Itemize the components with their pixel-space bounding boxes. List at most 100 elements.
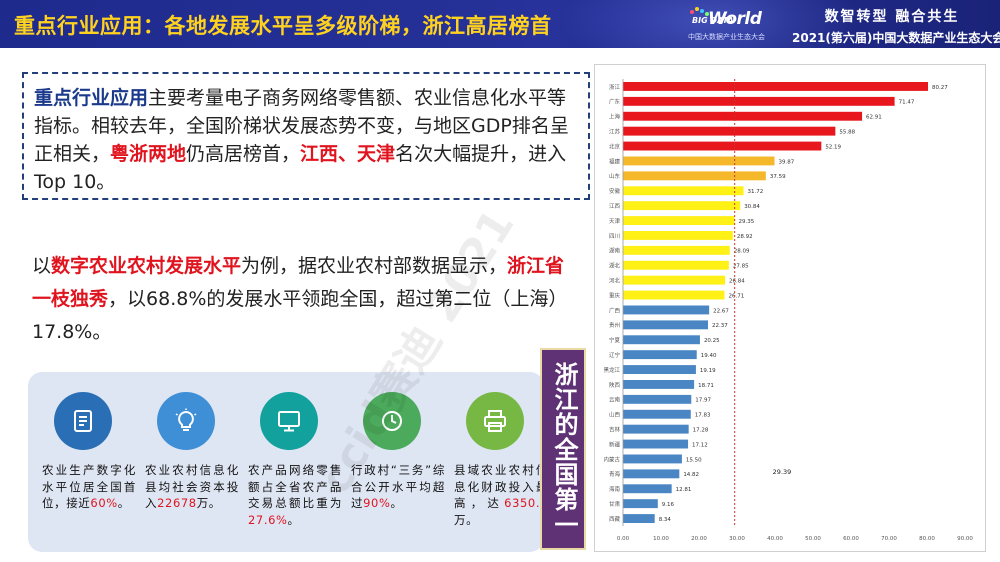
intro-box: 重点行业应用主要考量电子商务网络零售额、农业信息化水平等指标。相较去年，全国阶梯… <box>22 72 590 200</box>
chart-bar <box>623 275 725 285</box>
chart-category-label: 陕西 <box>609 381 621 389</box>
chart-value-label: 15.50 <box>686 457 702 463</box>
chart-category-label: 浙江 <box>609 83 621 91</box>
stat-text: 农业生产数字化水平位居全国首位，接近60%。 <box>42 463 136 510</box>
chart-bar <box>623 126 836 136</box>
chart-category-label: 甘肃 <box>609 500 621 508</box>
stat-value: 90% <box>363 496 391 510</box>
chart-category-label: 福建 <box>609 157 621 165</box>
chart-value-label: 52.19 <box>825 144 841 150</box>
stat-value: 60% <box>90 496 118 510</box>
example-body: 为例，据农业农村部数据显示， <box>241 255 508 277</box>
stat-card-ecommerce: 农产品网络零售额占全省农产品交易总额比重为27.6%。 <box>242 380 341 546</box>
chart-bar <box>623 245 730 255</box>
intro-keyword: 重点行业应用 <box>34 87 149 109</box>
stat-card-investment: 农业农村信息化县均社会资本投入22678万。 <box>139 380 238 546</box>
chart-category-label: 山东 <box>609 172 621 180</box>
stat-card-digitalization: 农业生产数字化水平位居全国首位，接近60%。 <box>36 380 135 546</box>
chart-value-label: 20.25 <box>704 338 720 344</box>
chart-bar <box>623 469 680 479</box>
chart-value-label: 14.82 <box>683 472 699 478</box>
chart-value-label: 31.72 <box>748 189 764 195</box>
chart-category-label: 重庆 <box>609 291 621 299</box>
chart-x-tick-label: 50.00 <box>805 536 821 542</box>
chart-category-label: 吉林 <box>609 425 621 433</box>
document-icon <box>54 392 112 450</box>
chart-value-label: 17.83 <box>695 413 711 419</box>
chart-x-tick-label: 40.00 <box>767 536 783 542</box>
stat-value: 27.6% <box>248 512 288 527</box>
chart-category-label: 北京 <box>609 142 621 150</box>
chart-bar <box>623 335 700 345</box>
chart-bar <box>623 260 729 270</box>
chart-category-label: 云南 <box>609 396 621 404</box>
chart-bar <box>623 290 725 300</box>
ranking-bar-chart: 浙江 80.27 广东 71.47 上海 62.91 江苏 55.88 北京 52.19 福建 39.… <box>603 79 973 542</box>
chart-bar <box>623 216 735 225</box>
chart-value-label: 26.71 <box>728 293 744 299</box>
chart-category-label: 海南 <box>609 485 621 493</box>
header-right: 数智转型 融合共生 2021(第六届)中国大数据产业生态大会 <box>792 6 1000 46</box>
slogan: 数智转型 融合共生 <box>824 9 960 25</box>
stat-card-transparency: 行政村“三务”综合公开水平均超过90%。 <box>345 380 444 546</box>
intro-body-3: 名次大幅提升，进入Top 10。 <box>34 143 567 193</box>
chart-value-label: 37.59 <box>770 174 786 180</box>
bigdata-world-logo: BIG DATA World 中国大数据产业生态大会 <box>688 6 784 42</box>
chart-category-label: 江苏 <box>609 127 621 135</box>
page-title: 重点行业应用：各地发展水平呈多级阶梯，浙江高居榜首 <box>14 14 552 38</box>
chart-x-tick-label: 70.00 <box>881 536 897 542</box>
chart-value-label: 19.40 <box>701 353 717 359</box>
chart-value-label: 12.81 <box>676 487 692 493</box>
chart-bar <box>623 514 655 523</box>
chart-bar <box>623 499 658 509</box>
chart-category-label: 江西 <box>609 203 621 210</box>
chart-value-label: 55.88 <box>839 129 855 135</box>
intro-highlight-jx-tj: 江西、天津 <box>300 143 396 165</box>
chart-category-label: 山西 <box>609 411 621 419</box>
chart-x-tick-label: 10.00 <box>653 536 669 542</box>
chart-category-label: 四川 <box>609 233 620 240</box>
chart-category-label: 西藏 <box>609 515 621 523</box>
chart-x-tick-label: 80.00 <box>919 536 935 542</box>
example-highlight: 浙江省一枝独秀 <box>32 255 565 310</box>
chart-value-label: 27.85 <box>733 264 749 270</box>
chart-bar <box>623 82 929 91</box>
example-body-2: ，以68.8%的发展水平领跑全国，超过第二位（上海）17.8%。 <box>32 288 568 343</box>
chart-value-label: 9.16 <box>662 502 675 508</box>
chart-x-tick-label: 0.00 <box>617 536 630 542</box>
stat-text: 行政村“三务”综合公开水平均超过90%。 <box>351 463 445 510</box>
chart-value-label: 39.87 <box>779 159 795 165</box>
chart-bar <box>623 454 682 464</box>
logo-bigdata-text: BIG DATA <box>692 16 734 25</box>
chart-x-tick-label: 90.00 <box>957 536 973 542</box>
chart-value-label: 29.35 <box>739 219 755 225</box>
chart-category-label: 内蒙古 <box>603 455 620 463</box>
chart-bar <box>623 171 766 181</box>
intro-highlight-gd-zj: 粤浙两地 <box>110 143 187 165</box>
example-paragraph: 以数字农业农村发展水平为例，据农业农村部数据显示，浙江省一枝独秀，以68.8%的… <box>32 250 572 349</box>
monitor-icon <box>260 392 318 450</box>
logo-world-text: World <box>708 9 762 29</box>
stat-value: 6350.3 <box>504 496 548 510</box>
zhejiang-first-banner: 浙江的全国第一 <box>540 348 586 550</box>
chart-category-label: 天津 <box>609 218 621 225</box>
chart-value-label: 19.19 <box>700 368 716 374</box>
chart-category-label: 宁夏 <box>609 336 621 344</box>
chart-x-tick-label: 20.00 <box>691 536 707 542</box>
logo-dots-icon <box>688 6 710 18</box>
chart-bar <box>623 141 822 151</box>
chart-bar <box>623 231 733 240</box>
chart-bar <box>623 365 696 374</box>
intro-body: 主要考量电子商务网络零售额、农业信息化水平等指标。相较去年，全国阶梯状发展态势不… <box>34 87 569 165</box>
chart-bar <box>623 186 744 196</box>
chart-bar <box>623 201 741 211</box>
header-glow <box>560 0 860 48</box>
chart-category-label: 上海 <box>609 113 621 121</box>
clock-icon <box>363 392 421 450</box>
chart-value-label: 30.84 <box>744 204 760 210</box>
stat-card-fiscal: 县域农业农村信息化财政投入最高，达6350.3万。 <box>448 380 547 546</box>
chart-bar <box>623 156 775 166</box>
chart-x-tick-label: 60.00 <box>843 536 859 542</box>
chart-value-label: 22.67 <box>713 308 729 314</box>
chart-bar <box>623 409 691 419</box>
